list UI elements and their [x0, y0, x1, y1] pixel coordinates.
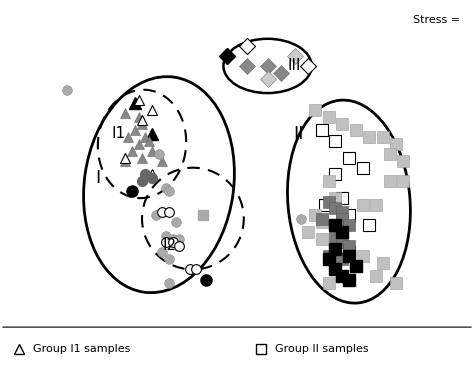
Text: II: II [293, 125, 303, 143]
Text: I1: I1 [111, 126, 125, 141]
Text: Group II samples: Group II samples [275, 344, 369, 354]
Text: III: III [288, 58, 301, 73]
Text: Stress =: Stress = [413, 15, 460, 25]
Text: Group I1 samples: Group I1 samples [33, 344, 130, 354]
Text: I: I [95, 169, 100, 187]
Text: I2: I2 [162, 238, 176, 253]
